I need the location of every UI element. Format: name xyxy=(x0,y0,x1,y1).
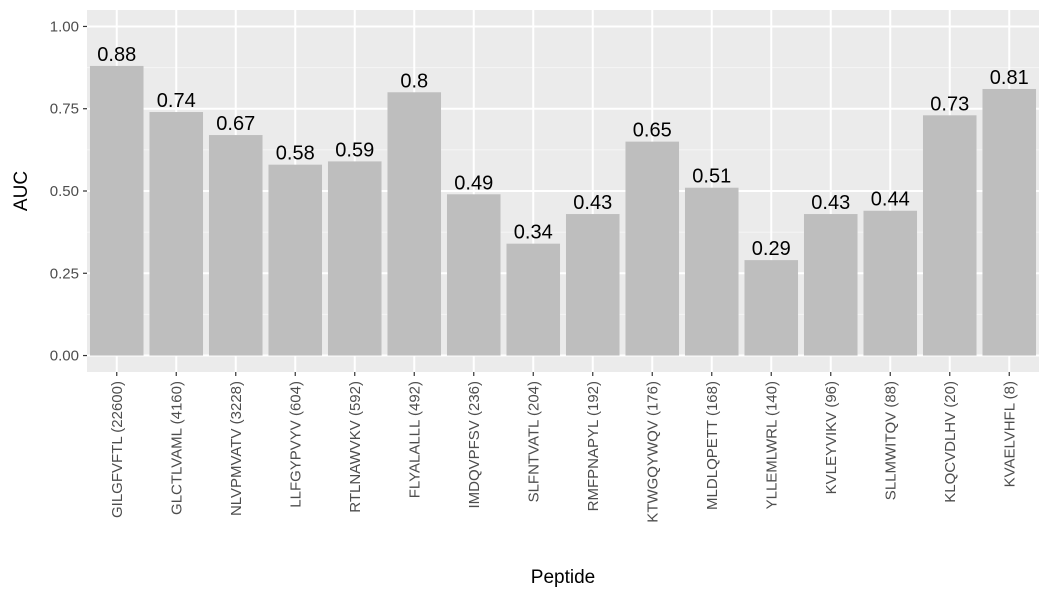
bar xyxy=(982,88,1037,356)
x-tick-label: YLLEMLWRL (140) xyxy=(763,381,780,509)
y-tick-label: 0.50 xyxy=(50,183,79,200)
bar-value-label: 0.88 xyxy=(97,44,136,66)
bar xyxy=(446,194,501,356)
bar-value-label: 0.81 xyxy=(990,67,1029,89)
y-tick-label: 1.00 xyxy=(50,18,79,35)
x-tick-label: LLFGYPVYV (604) xyxy=(287,381,304,508)
bars xyxy=(89,65,1037,356)
bar xyxy=(327,161,382,356)
bar-value-label: 0.43 xyxy=(573,192,612,214)
bar-value-label: 0.51 xyxy=(692,166,731,188)
x-axis: GILGFVFTL (22600) GLCTLVAML (4160) NLVPMVA… xyxy=(109,372,1018,523)
bar-value-label: 0.49 xyxy=(454,172,493,194)
x-tick-label: RTLNAWVKV (592) xyxy=(347,381,364,513)
bar-value-label: 0.74 xyxy=(157,90,196,112)
data-labels: 0.88 0.74 0.67 0.58 0.59 0.8 0.49 0.34 0.43 0.65 0… xyxy=(97,44,1028,260)
bar-value-label: 0.8 xyxy=(400,70,428,92)
x-tick-label: GILGFVFTL (22600) xyxy=(109,381,126,518)
x-tick-label: KVAELVHFL (8) xyxy=(1001,381,1018,487)
x-tick-label: KVLEYVIKV (96) xyxy=(823,381,840,494)
x-tick-label: SLLMWITQV (88) xyxy=(882,381,899,500)
bar-value-label: 0.43 xyxy=(811,192,850,214)
bar xyxy=(922,115,977,356)
x-tick-label: KTWGQYWQV (176) xyxy=(644,381,661,523)
x-tick-label: NLVPMVATV (3228) xyxy=(228,381,245,516)
x-tick-label: MLDLQPETT (168) xyxy=(704,381,721,510)
y-tick-label: 0.75 xyxy=(50,101,79,118)
x-tick-label: SLFNTVATL (204) xyxy=(525,381,542,502)
bar xyxy=(208,135,263,356)
bar-value-label: 0.67 xyxy=(216,113,255,135)
x-tick-label: KLQCVDLHV (20) xyxy=(942,381,959,503)
bar xyxy=(268,164,323,356)
x-tick-label: IMDQVPFSV (236) xyxy=(466,381,483,509)
y-tick-label: 0.25 xyxy=(50,265,79,282)
bar-value-label: 0.29 xyxy=(752,238,791,260)
y-axis: 0.00 0.25 0.50 0.75 1.00 xyxy=(50,18,87,365)
x-tick-label: FLYALALLL (492) xyxy=(406,381,423,498)
bar xyxy=(863,210,918,356)
bar xyxy=(387,92,442,356)
bar xyxy=(565,214,620,356)
x-tick-label: RMFPNAPYL (192) xyxy=(585,381,602,511)
x-axis-title: Peptide xyxy=(531,567,595,588)
bar-value-label: 0.58 xyxy=(276,143,315,165)
bar-value-label: 0.65 xyxy=(633,120,672,142)
bar xyxy=(89,65,144,356)
bar-value-label: 0.73 xyxy=(930,93,969,115)
bar xyxy=(149,112,204,356)
x-tick-label: GLCTLVAML (4160) xyxy=(168,381,185,515)
bar-value-label: 0.44 xyxy=(871,189,910,211)
bar xyxy=(684,187,739,356)
bar xyxy=(744,260,799,356)
bar xyxy=(506,243,561,356)
bar-value-label: 0.34 xyxy=(514,222,553,244)
y-axis-title: AUC xyxy=(11,171,32,211)
bar xyxy=(625,141,680,356)
y-tick-label: 0.00 xyxy=(50,348,79,365)
bar-value-label: 0.59 xyxy=(335,139,374,161)
bar xyxy=(803,214,858,356)
